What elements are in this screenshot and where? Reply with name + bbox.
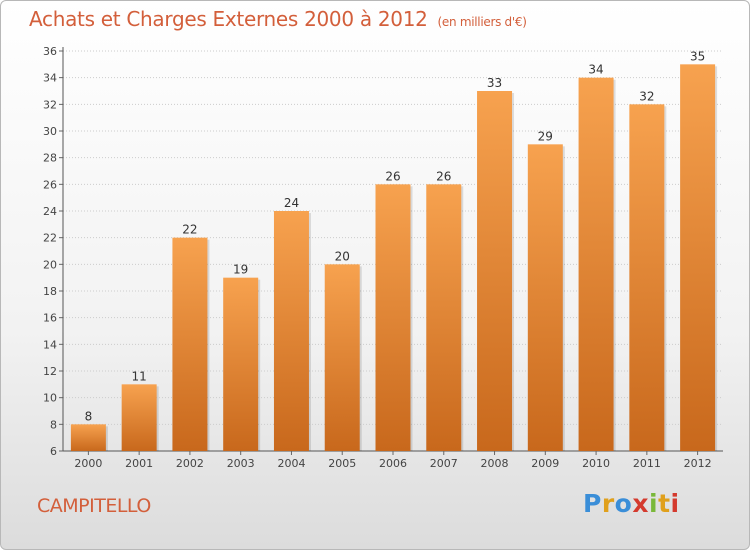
x-tick-label: 2012	[684, 457, 712, 470]
logo-letter: P	[583, 489, 602, 518]
logo-letter: x	[632, 489, 649, 518]
bar	[324, 264, 360, 451]
bar-value-label: 35	[690, 49, 705, 63]
x-tick-label: 2009	[531, 457, 559, 470]
commune-name: CAMPITELLO	[37, 495, 151, 517]
x-tick-label: 2010	[582, 457, 610, 470]
y-tick-label: 20	[43, 258, 57, 271]
logo-letter: t	[658, 489, 671, 518]
bar-value-label: 19	[233, 263, 248, 277]
bar	[680, 64, 716, 452]
y-tick-label: 36	[43, 45, 57, 58]
y-tick-label: 16	[43, 312, 57, 325]
bar	[477, 91, 513, 451]
proxiti-logo: Proxiti	[583, 489, 680, 518]
bar	[273, 211, 309, 451]
x-tick-label: 2001	[125, 457, 153, 470]
logo-letter: i	[649, 489, 659, 518]
bar-value-label: 24	[284, 196, 299, 210]
chart-unit: (en milliers d'€)	[437, 15, 527, 29]
chart-title-text: Achats et Charges Externes 2000 à 2012	[29, 7, 428, 31]
chart-title: Achats et Charges Externes 2000 à 2012 (e…	[29, 7, 527, 31]
bar	[172, 237, 208, 451]
y-tick-label: 8	[50, 418, 57, 431]
bar-value-label: 8	[85, 409, 93, 423]
x-tick-label: 2005	[328, 457, 356, 470]
logo-letter: r	[601, 489, 615, 518]
y-tick-label: 14	[43, 338, 57, 351]
x-tick-label: 2008	[481, 457, 509, 470]
y-tick-label: 28	[43, 152, 57, 165]
y-tick-label: 26	[43, 178, 57, 191]
x-tick-label: 2004	[277, 457, 305, 470]
y-tick-label: 12	[43, 365, 57, 378]
y-tick-label: 10	[43, 392, 57, 405]
bar	[527, 144, 563, 452]
bar	[70, 424, 106, 451]
bar-value-label: 20	[335, 249, 350, 263]
bar-value-label: 29	[538, 129, 553, 143]
bar	[426, 184, 462, 452]
bar-value-label: 11	[132, 369, 147, 383]
bar	[375, 184, 411, 452]
y-tick-label: 32	[43, 98, 57, 111]
x-tick-label: 2011	[633, 457, 661, 470]
bar-value-label: 34	[588, 63, 603, 77]
y-tick-label: 22	[43, 232, 57, 245]
x-tick-label: 2007	[430, 457, 458, 470]
bar	[121, 384, 157, 451]
bar	[578, 77, 614, 452]
bar-value-label: 32	[639, 89, 654, 103]
bar-value-label: 22	[182, 223, 197, 237]
y-tick-label: 24	[43, 205, 57, 218]
x-tick-label: 2000	[74, 457, 102, 470]
x-tick-label: 2006	[379, 457, 407, 470]
bar-value-label: 33	[487, 76, 502, 90]
y-tick-label: 18	[43, 285, 57, 298]
y-tick-label: 30	[43, 125, 57, 138]
logo-letter: o	[614, 489, 633, 518]
y-tick-label: 34	[43, 72, 57, 85]
x-tick-label: 2002	[176, 457, 204, 470]
x-tick-label: 2003	[227, 457, 255, 470]
bar-value-label: 26	[436, 169, 451, 183]
logo-letter: i	[670, 489, 680, 518]
bar	[223, 277, 259, 451]
bar	[629, 104, 665, 451]
y-tick-label: 6	[50, 445, 57, 458]
bar-value-label: 26	[385, 169, 400, 183]
